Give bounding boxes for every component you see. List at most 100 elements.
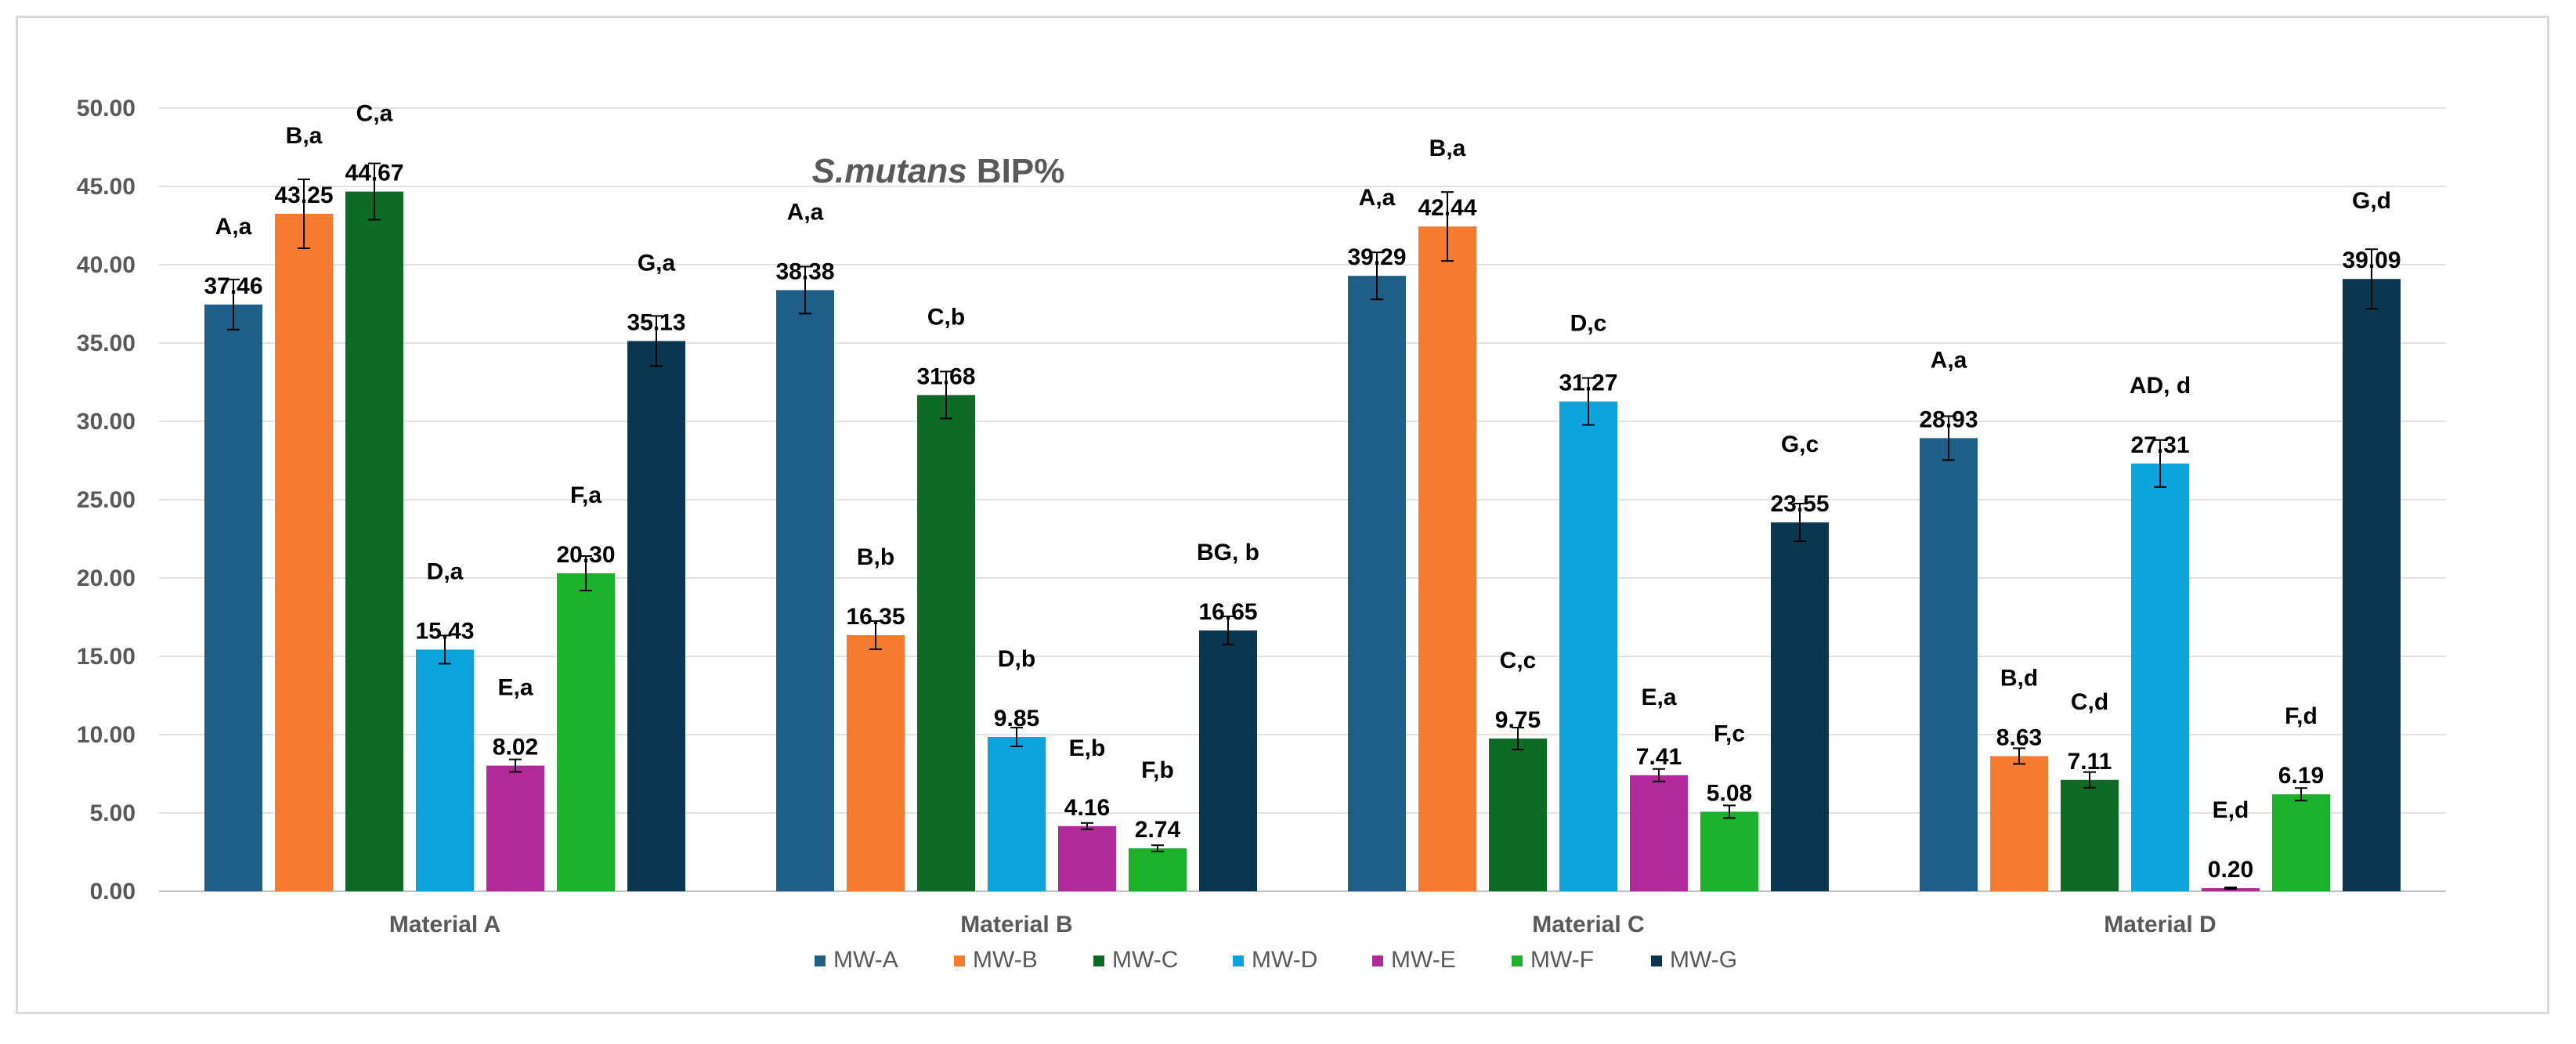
legend-swatch bbox=[954, 955, 965, 966]
y-tick-label: 5.00 bbox=[90, 800, 135, 826]
value-label: 9.85 bbox=[994, 706, 1039, 732]
significance-label: C,c bbox=[1500, 648, 1537, 674]
bar bbox=[847, 635, 905, 891]
significance-label: C,d bbox=[2071, 689, 2108, 715]
value-label: 23.55 bbox=[1770, 491, 1829, 517]
value-label: 9.75 bbox=[1495, 707, 1541, 733]
significance-label: B,b bbox=[857, 544, 894, 570]
bar bbox=[1129, 848, 1187, 891]
y-axis: 0.00 5.00 10.00 15.00 20.00 25.00 30.00 35.00 40… bbox=[77, 96, 135, 905]
value-label: 7.41 bbox=[1636, 744, 1682, 770]
bar bbox=[1058, 825, 1116, 891]
chart-title: S.mutans BIP% bbox=[812, 152, 1065, 190]
legend-label: MW-E bbox=[1391, 947, 1456, 973]
bar bbox=[1418, 226, 1476, 891]
y-tick-label: 15.00 bbox=[77, 644, 135, 670]
y-tick-label: 25.00 bbox=[77, 487, 135, 513]
value-label: 31.68 bbox=[916, 363, 975, 389]
x-axis: Material A Material B Material C Material D bbox=[389, 912, 2217, 937]
chart-frame: 0.00 5.00 10.00 15.00 20.00 25.00 30.00 35.00 40… bbox=[16, 16, 2549, 1014]
bar bbox=[627, 341, 685, 891]
legend-swatch bbox=[1233, 955, 1244, 966]
significance-label: B,a bbox=[286, 123, 323, 149]
significance-label: E,b bbox=[1069, 735, 1106, 761]
value-label: 7.11 bbox=[2068, 749, 2112, 775]
value-label: 16.65 bbox=[1198, 599, 1257, 625]
significance-label: A,a bbox=[1931, 347, 1967, 373]
bar bbox=[1489, 739, 1547, 891]
significance-label: B,a bbox=[1429, 135, 1466, 161]
bar bbox=[557, 573, 615, 891]
significance-label: D,b bbox=[998, 646, 1035, 672]
bar bbox=[1771, 522, 1829, 891]
y-tick-label: 50.00 bbox=[77, 96, 135, 121]
bar bbox=[988, 737, 1046, 891]
value-label: 20.30 bbox=[556, 542, 615, 568]
significance-label: C,a bbox=[356, 101, 393, 127]
bar bbox=[917, 395, 975, 891]
category-label: Material A bbox=[389, 912, 500, 937]
bar bbox=[1920, 438, 1978, 891]
y-tick-label: 40.00 bbox=[77, 252, 135, 278]
value-label: 5.08 bbox=[1707, 780, 1752, 806]
value-label: 28.93 bbox=[1919, 406, 1978, 432]
significance-label: A,a bbox=[787, 199, 824, 225]
legend-swatch bbox=[1651, 955, 1662, 966]
bar bbox=[1199, 630, 1257, 891]
significance-label: F,d bbox=[2285, 703, 2318, 729]
significance-label: G,c bbox=[1781, 432, 1819, 457]
significance-label: F,a bbox=[570, 482, 602, 508]
bar bbox=[2131, 463, 2189, 891]
category-label: Material C bbox=[1532, 912, 1644, 937]
legend-label: MW-A bbox=[833, 947, 898, 973]
value-label: 4.16 bbox=[1064, 795, 1110, 821]
legend-swatch bbox=[815, 955, 826, 966]
bar bbox=[345, 191, 403, 892]
significance-label: D,c bbox=[1570, 311, 1607, 337]
bar bbox=[2061, 779, 2119, 891]
value-label: 37.46 bbox=[204, 273, 262, 299]
value-label: 42.44 bbox=[1418, 195, 1476, 221]
value-label: 8.02 bbox=[493, 735, 538, 760]
bar bbox=[1559, 401, 1617, 891]
value-label: 2.74 bbox=[1135, 817, 1181, 843]
y-tick-label: 0.00 bbox=[90, 879, 135, 905]
legend-swatch bbox=[1093, 955, 1104, 966]
significance-label: A,a bbox=[1359, 185, 1396, 211]
significance-label: F,b bbox=[1141, 757, 1174, 783]
significance-label: F,c bbox=[1714, 721, 1745, 746]
value-label: 43.25 bbox=[274, 182, 333, 208]
bar bbox=[416, 649, 474, 891]
value-label: 38.38 bbox=[775, 258, 834, 284]
significance-label: C,b bbox=[927, 304, 965, 330]
significance-label: G,d bbox=[2352, 188, 2391, 214]
category-label: Material B bbox=[960, 912, 1072, 937]
value-label: 39.09 bbox=[2342, 247, 2401, 273]
value-label: 8.63 bbox=[1996, 724, 2042, 750]
significance-label: E,d bbox=[2213, 797, 2249, 823]
value-label: 44.67 bbox=[345, 161, 403, 186]
bar bbox=[2272, 794, 2330, 891]
bar bbox=[1630, 775, 1688, 891]
value-label: 31.27 bbox=[1559, 370, 1617, 396]
value-label: 39.29 bbox=[1347, 244, 1406, 270]
bar bbox=[1990, 756, 2048, 891]
significance-label: E,a bbox=[1641, 685, 1676, 710]
bar bbox=[1348, 276, 1406, 891]
y-tick-label: 20.00 bbox=[77, 565, 135, 591]
legend-label: MW-B bbox=[973, 947, 1038, 973]
significance-label: G,a bbox=[638, 250, 676, 276]
legend-label: MW-C bbox=[1112, 947, 1178, 973]
y-tick-label: 10.00 bbox=[77, 722, 135, 748]
legend-label: MW-F bbox=[1530, 947, 1594, 973]
legend-label: MW-D bbox=[1252, 947, 1317, 973]
bar bbox=[2343, 279, 2401, 891]
significance-label: BG, b bbox=[1197, 540, 1259, 565]
bar bbox=[486, 765, 544, 891]
bar bbox=[204, 304, 262, 891]
bars bbox=[204, 162, 2401, 892]
data-labels: 37.46 A,a 43.25 B,a 44.67 C,a 15.43 D,a 8.02 E,a 2… bbox=[204, 101, 2401, 883]
legend-swatch bbox=[1372, 955, 1383, 966]
value-label: 6.19 bbox=[2278, 763, 2324, 789]
value-label: 35.13 bbox=[627, 309, 685, 335]
